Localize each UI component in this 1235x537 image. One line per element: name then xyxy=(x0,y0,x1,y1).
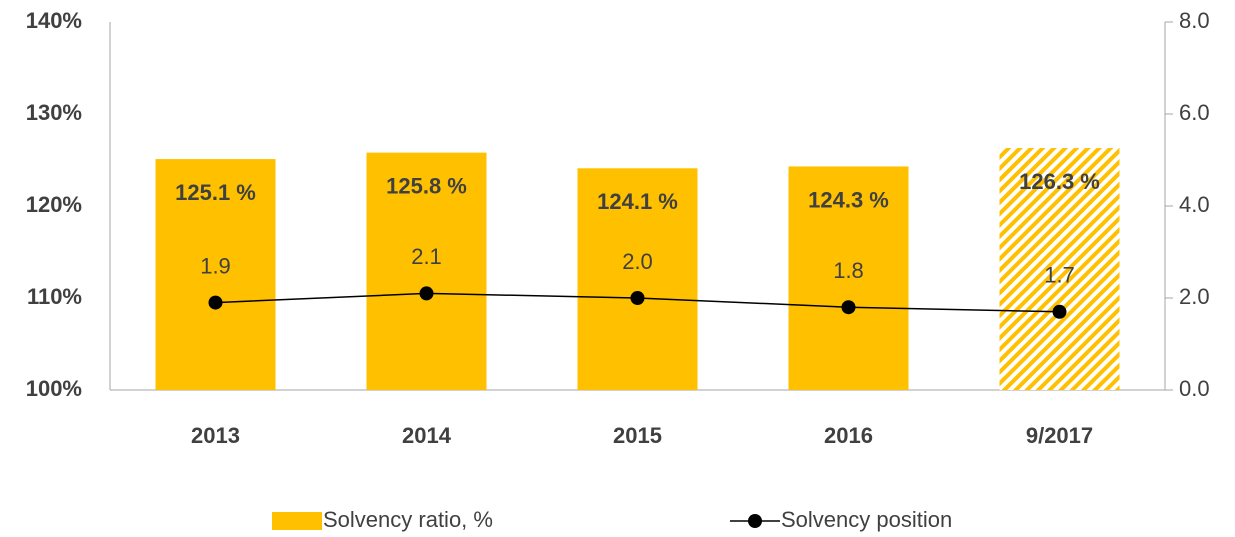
bar-value-label: 126.3 % xyxy=(1019,169,1100,194)
y2-tick-label: 6.0 xyxy=(1179,100,1210,125)
line-marker xyxy=(419,286,434,301)
line-marker xyxy=(1052,304,1067,319)
x-tick-label: 2013 xyxy=(191,423,240,448)
bar xyxy=(155,159,276,390)
bar-value-label: 125.1 % xyxy=(175,180,256,205)
line-value-label: 1.9 xyxy=(200,253,231,278)
x-tick-label: 2016 xyxy=(824,423,873,448)
bar-value-label: 124.3 % xyxy=(808,187,889,212)
line-marker xyxy=(208,295,223,310)
y-tick-label: 110% xyxy=(27,284,82,309)
y2-tick-label: 0.0 xyxy=(1179,376,1210,401)
y-tick-label: 130% xyxy=(26,100,82,125)
line-marker xyxy=(630,291,645,305)
y2-tick-label: 2.0 xyxy=(1179,284,1210,309)
bar-value-label: 125.8 % xyxy=(386,173,467,198)
y2-tick-label: 8.0 xyxy=(1179,8,1210,33)
y2-tick-label: 4.0 xyxy=(1179,192,1210,217)
line-value-label: 1.7 xyxy=(1044,263,1075,288)
line-value-label: 1.8 xyxy=(833,258,864,283)
line-value-label: 2.1 xyxy=(411,244,442,269)
y-tick-label: 120% xyxy=(26,192,82,217)
legend-label: Solvency position xyxy=(781,507,952,532)
line-marker xyxy=(841,300,856,315)
line-value-label: 2.0 xyxy=(622,249,653,274)
y-tick-label: 140% xyxy=(26,8,82,33)
bar xyxy=(788,166,909,390)
bar xyxy=(999,148,1120,390)
bar xyxy=(577,168,698,390)
bar-value-label: 124.1 % xyxy=(597,189,678,214)
legend-label: Solvency ratio, % xyxy=(323,507,493,532)
x-tick-label: 9/2017 xyxy=(1026,423,1093,448)
legend-swatch xyxy=(272,512,322,530)
bar xyxy=(366,152,487,390)
legend-marker xyxy=(748,514,762,528)
y-tick-label: 100% xyxy=(26,376,82,401)
x-tick-label: 2015 xyxy=(613,423,662,448)
x-tick-label: 2014 xyxy=(402,423,452,448)
